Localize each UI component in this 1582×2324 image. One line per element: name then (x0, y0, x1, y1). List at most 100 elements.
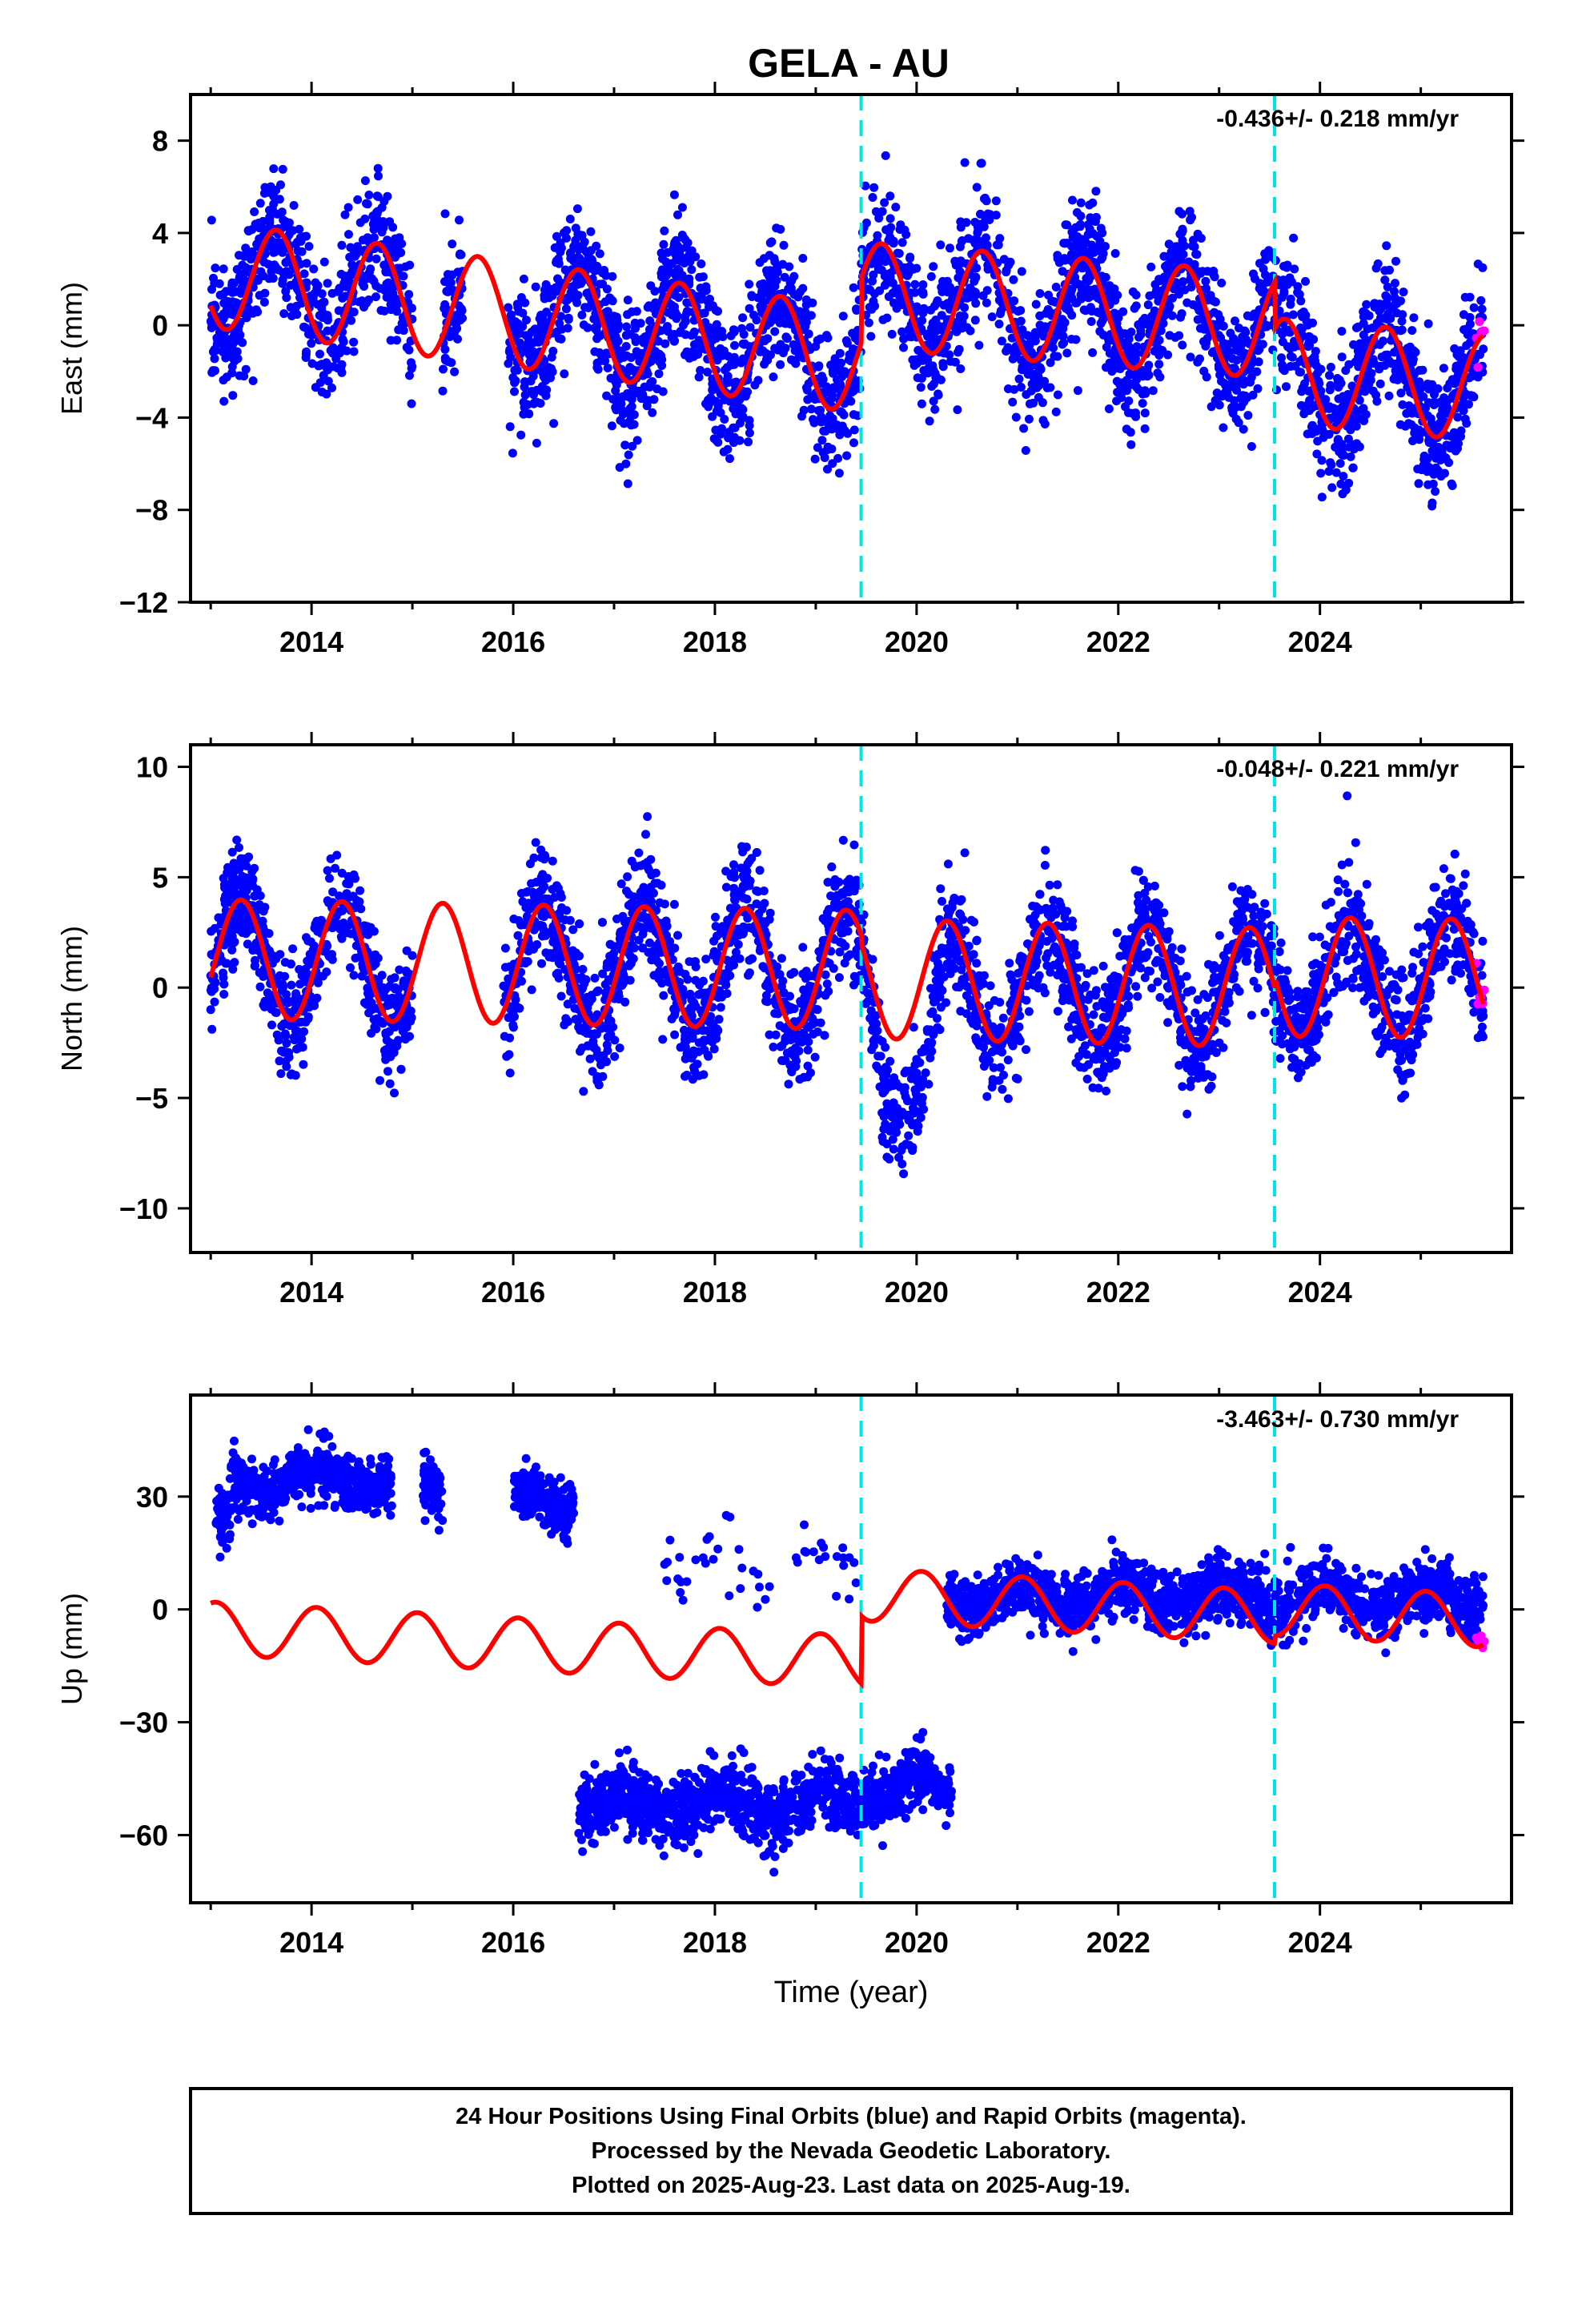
data-point (592, 263, 602, 272)
data-point (224, 352, 234, 361)
data-point (1439, 364, 1448, 373)
data-point (829, 963, 838, 973)
data-point (828, 459, 837, 468)
data-point (1126, 440, 1136, 449)
data-point (215, 279, 224, 288)
data-point (1046, 358, 1055, 368)
data-point (632, 436, 642, 445)
data-point (814, 361, 824, 371)
data-point (738, 412, 748, 421)
data-point (1368, 386, 1378, 396)
data-point (660, 280, 669, 290)
data-point (242, 248, 251, 258)
data-point (1035, 311, 1045, 320)
data-point (302, 278, 311, 287)
data-point (1237, 340, 1247, 349)
data-point (228, 391, 238, 400)
data-point (979, 222, 989, 231)
data-point (954, 348, 962, 357)
data-point (1449, 428, 1459, 437)
data-point (848, 328, 857, 338)
data-point (931, 316, 941, 324)
data-point (1333, 416, 1342, 425)
data-point (877, 207, 887, 216)
data-point (291, 239, 301, 249)
data-point (540, 291, 549, 300)
data-point (1092, 231, 1102, 241)
data-point (620, 440, 630, 450)
data-point (1261, 255, 1270, 264)
data-point (982, 240, 992, 250)
figure-title: GELA - AU (748, 41, 950, 86)
data-point (267, 1020, 276, 1030)
data-point (745, 304, 754, 313)
data-point (1419, 455, 1429, 464)
data-point (235, 275, 244, 284)
data-point (671, 270, 681, 279)
data-point (1426, 414, 1435, 424)
data-point (307, 339, 316, 348)
data-point (798, 254, 808, 263)
data-point (765, 238, 775, 247)
data-point (1209, 267, 1219, 275)
data-point (555, 319, 564, 328)
data-point (1414, 479, 1423, 489)
data-point (813, 443, 822, 452)
data-point (881, 151, 890, 160)
data-point (1191, 249, 1201, 259)
data-point (1297, 324, 1307, 334)
data-point (519, 409, 528, 419)
data-point (1110, 249, 1120, 258)
data-point (703, 368, 713, 377)
data-point (1024, 414, 1034, 424)
data-point (918, 289, 928, 299)
data-point (554, 334, 564, 343)
data-point (539, 317, 548, 326)
data-point (579, 320, 588, 330)
data-point (516, 430, 526, 440)
data-point (987, 312, 997, 322)
data-point (548, 291, 557, 300)
data-point (1424, 462, 1434, 472)
data-point (875, 286, 885, 296)
data-point (826, 423, 836, 432)
data-point (1161, 262, 1170, 271)
data-point (527, 328, 536, 337)
data-point (207, 215, 216, 225)
data-point (556, 991, 566, 1001)
data-point (608, 395, 618, 404)
data-point (1202, 283, 1211, 293)
data-point (817, 436, 827, 445)
data-point (881, 279, 891, 288)
data-point (1150, 881, 1159, 891)
data-point (669, 190, 679, 199)
data-point (766, 283, 775, 293)
data-point (982, 233, 990, 243)
data-point (670, 308, 680, 316)
data-point (227, 368, 237, 378)
data-point (899, 343, 908, 352)
data-point (589, 314, 599, 324)
data-point (563, 293, 572, 303)
data-point (696, 366, 705, 375)
data-point (1130, 866, 1140, 875)
data-point (255, 982, 265, 991)
data-point (1029, 398, 1038, 408)
data-point (758, 346, 768, 356)
data-point (456, 249, 465, 259)
data-point (636, 319, 645, 328)
data-point (1464, 400, 1473, 409)
data-point (1465, 312, 1475, 322)
data-point (399, 271, 408, 281)
data-point (327, 288, 337, 298)
data-point (1361, 308, 1371, 318)
data-point (761, 355, 771, 364)
data-point (529, 853, 539, 862)
data-point (440, 209, 450, 219)
data-point (504, 359, 513, 368)
data-point (1283, 260, 1292, 270)
data-point (450, 367, 460, 376)
data-point (1325, 371, 1334, 380)
data-point (1177, 228, 1186, 238)
data-point (1295, 290, 1304, 300)
